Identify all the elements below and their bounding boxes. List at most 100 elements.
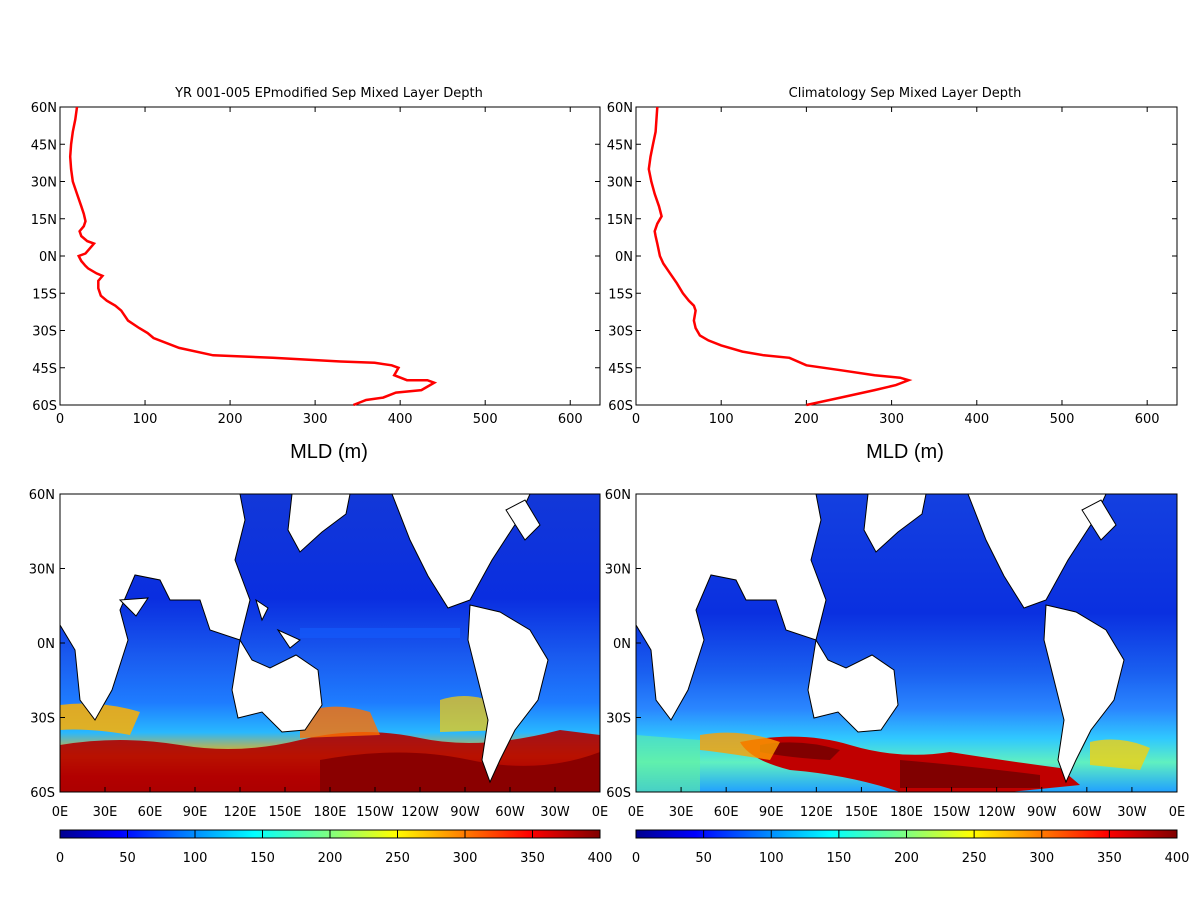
map-ticks-climatology: 0E 30E 60E 90E 120E 150E 180E 150W 120W 90W 60W 30W…: [605, 488, 1186, 820]
y-tick-label: 60S: [608, 399, 633, 414]
map-x-tick-label: 150E: [268, 805, 301, 820]
y-tick-label: 60N: [607, 101, 633, 116]
colorbar-tick-label: 100: [759, 851, 784, 866]
map-x-tick-label: 60W: [1072, 805, 1102, 820]
y-tick-label: 45N: [607, 138, 633, 153]
y-tick-label: 30N: [607, 176, 633, 191]
map-x-tick-label: 30W: [1117, 805, 1147, 820]
colorbar-tick-label: 0: [632, 851, 640, 866]
colorbar-tick-label: 200: [318, 851, 343, 866]
profile-title-climatology: Climatology Sep Mixed Layer Depth: [789, 86, 1022, 101]
colorbar-tick-label: 250: [385, 851, 410, 866]
profile-title-model: YR 001-005 EPmodified Sep Mixed Layer De…: [174, 86, 483, 101]
map-x-tick-label: 90W: [1027, 805, 1057, 820]
x-tick-label: 300: [303, 412, 328, 427]
map-y-tick-label: 0N: [37, 637, 55, 652]
colorbar-tick-label: 350: [1097, 851, 1122, 866]
map-x-tick-label: 150E: [845, 805, 878, 820]
y-tick-label: 15S: [32, 287, 57, 302]
y-tick-label: 60N: [31, 101, 57, 116]
map-y-tick-label: 60S: [606, 786, 631, 801]
colorbar-tick-label: 400: [1165, 851, 1190, 866]
y-tick-label: 30S: [32, 325, 57, 340]
map-x-tick-label: 30E: [93, 805, 118, 820]
x-tick-label: 100: [133, 412, 158, 427]
map-x-tick-label: 90E: [183, 805, 208, 820]
colorbar-tick-label: 400: [588, 851, 613, 866]
y-tick-label: 30S: [608, 325, 633, 340]
map-x-tick-label: 120E: [223, 805, 256, 820]
colorbar-tick-label: 350: [520, 851, 545, 866]
map-x-tick-label: 90W: [450, 805, 480, 820]
x-tick-label: 600: [558, 412, 583, 427]
map-panel-model: 0E 30E 60E 90E 120E 150E 180E 150W 120W 90W 60W 30W…: [29, 488, 609, 820]
map-land-climatology: [636, 494, 1125, 784]
colorbar-tick-label: 50: [695, 851, 712, 866]
map-x-tick-label: 0E: [1169, 805, 1186, 820]
map-x-tick-label: 60E: [138, 805, 163, 820]
map-x-tick-label: 150W: [356, 805, 394, 820]
colorbar-model: 0 50 100 150 200 250 300 350 400: [56, 829, 613, 866]
map-y-tick-label: 30N: [605, 563, 631, 578]
colorbar-tick-label: 200: [894, 851, 919, 866]
x-tick-label: 0: [56, 412, 64, 427]
map-x-tick-label: 30W: [540, 805, 570, 820]
map-y-tick-label: 30S: [30, 712, 55, 727]
y-tick-label: 15N: [607, 213, 633, 228]
y-tick-label: 0N: [39, 250, 57, 265]
map-y-tick-label: 60N: [605, 488, 631, 503]
profile-xlabel-climatology: MLD (m): [866, 441, 944, 463]
profile-ticks-climatology: 0 100 200 300 400 500 600 60N 45N 30N 15N 0N 15S 30S 4…: [607, 101, 1177, 427]
x-tick-label: 300: [879, 412, 904, 427]
profile-ticks-model: 0 100 200 300 400 500 600 60N 45N 30N 15N 0N 15S 30S 4…: [31, 101, 600, 427]
map-x-tick-label: 30E: [669, 805, 694, 820]
profile-line-model: [68, 106, 438, 407]
y-tick-label: 30N: [31, 176, 57, 191]
map-x-tick-label: 0E: [628, 805, 645, 820]
profile-frame-model: [59, 106, 601, 406]
map-x-tick-label: 120W: [978, 805, 1016, 820]
y-tick-label: 15N: [31, 213, 57, 228]
map-x-tick-label: 60E: [714, 805, 739, 820]
colorbar-tick-label: 250: [962, 851, 987, 866]
x-tick-label: 200: [794, 412, 819, 427]
map-x-tick-label: 150W: [933, 805, 971, 820]
y-tick-label: 45S: [32, 362, 57, 377]
profile-xlabel-model: MLD (m): [290, 441, 368, 463]
map-x-tick-label: 60W: [495, 805, 525, 820]
map-x-tick-label: 0E: [52, 805, 69, 820]
x-tick-label: 400: [964, 412, 989, 427]
x-tick-label: 600: [1135, 412, 1160, 427]
map-x-tick-label: 120W: [401, 805, 439, 820]
colorbar-tick-label: 0: [56, 851, 64, 866]
colorbar-tick-label: 50: [119, 851, 136, 866]
map-y-tick-label: 60N: [29, 488, 55, 503]
colorbar-tick-label: 300: [453, 851, 478, 866]
x-tick-label: 200: [218, 412, 243, 427]
profile-line-climatology: [647, 106, 913, 407]
profile-panel-model: YR 001-005 EPmodified Sep Mixed Layer De…: [31, 86, 601, 463]
y-tick-label: 45N: [31, 138, 57, 153]
colorbar-tick-label: 150: [250, 851, 275, 866]
x-tick-label: 500: [473, 412, 498, 427]
map-y-tick-label: 0N: [613, 637, 631, 652]
x-tick-label: 0: [632, 412, 640, 427]
colorbar-tick-label: 300: [1029, 851, 1054, 866]
map-y-tick-label: 30N: [29, 563, 55, 578]
colorbar-climatology: 0 50 100 150 200 250 300 350 400: [632, 829, 1190, 866]
profile-frame-climatology: [635, 106, 1178, 406]
map-y-tick-label: 30S: [606, 712, 631, 727]
map-x-tick-label: 90E: [759, 805, 784, 820]
colorbar-tick-label: 100: [183, 851, 208, 866]
map-ticks-model: 0E 30E 60E 90E 120E 150E 180E 150W 120W 90W 60W 30W…: [29, 488, 609, 820]
y-tick-label: 0N: [615, 250, 633, 265]
map-x-tick-label: 0E: [592, 805, 609, 820]
y-tick-label: 45S: [608, 362, 633, 377]
profile-panel-climatology: Climatology Sep Mixed Layer Depth 0 100 20…: [607, 86, 1178, 463]
x-tick-label: 100: [709, 412, 734, 427]
map-panel-climatology: 0E 30E 60E 90E 120E 150E 180E 150W 120W 90W 60W 30W…: [605, 488, 1186, 820]
map-x-tick-label: 180E: [890, 805, 923, 820]
map-land-model: [60, 494, 549, 784]
colorbar-tick-label: 150: [826, 851, 851, 866]
